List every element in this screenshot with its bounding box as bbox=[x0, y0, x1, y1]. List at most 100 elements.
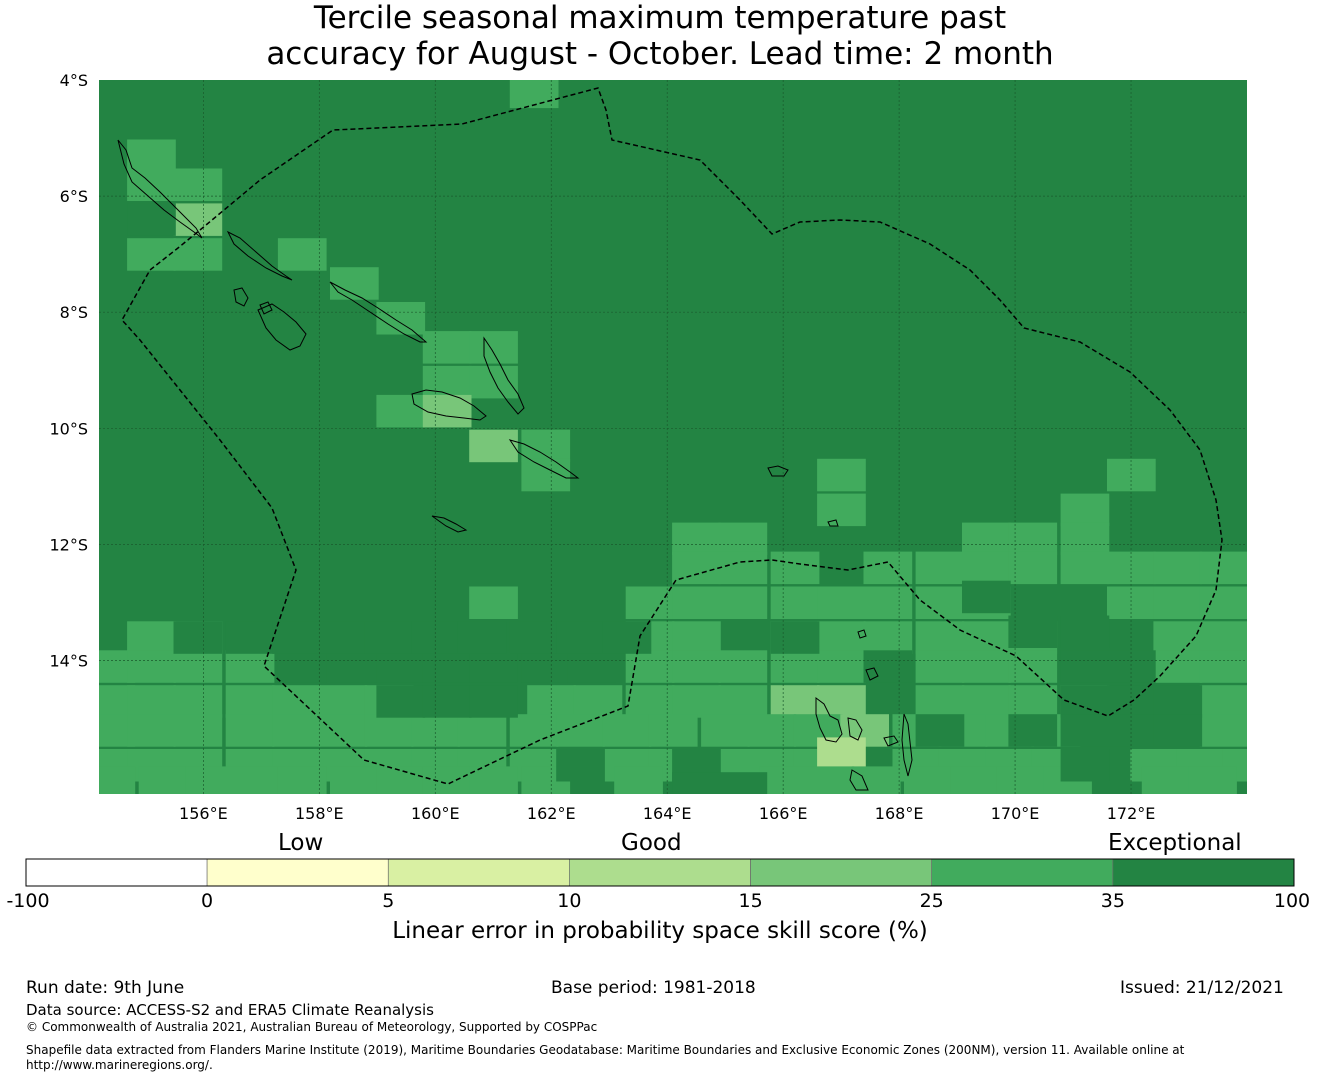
eez-boundaries bbox=[121, 87, 1223, 785]
island-new-georgia bbox=[257, 303, 307, 351]
skill-cell bbox=[469, 586, 518, 619]
island-gaua bbox=[865, 667, 879, 681]
lat-tick-label: 8°S bbox=[60, 303, 88, 322]
skill-cell bbox=[99, 766, 136, 794]
skill-cell bbox=[817, 650, 866, 683]
skill-cell-exceptional bbox=[376, 650, 426, 683]
skill-cell bbox=[672, 650, 721, 683]
colorbar-caption: Linear error in probability space skill … bbox=[392, 918, 928, 944]
skill-cell-exceptional bbox=[567, 650, 617, 683]
skill-cell-exceptional bbox=[469, 650, 518, 683]
skill-cell bbox=[904, 766, 953, 794]
lon-tick-label: 166°E bbox=[759, 804, 808, 823]
skill-cell bbox=[770, 586, 820, 619]
island-choiseul bbox=[226, 230, 293, 281]
skill-cell bbox=[817, 493, 866, 527]
skill-cell bbox=[718, 522, 768, 556]
skill-cell bbox=[173, 168, 223, 201]
lat-tick-label: 4°S bbox=[60, 71, 88, 90]
colorbar-swatch bbox=[569, 858, 751, 887]
skill-cell bbox=[962, 650, 1011, 683]
skill-cell-exceptional bbox=[915, 714, 965, 747]
skill-cell bbox=[770, 551, 820, 585]
skill-cell bbox=[950, 766, 1000, 794]
skill-cell bbox=[1060, 522, 1110, 556]
skill-cell bbox=[602, 714, 652, 747]
lat-tick-label: 6°S bbox=[60, 187, 88, 206]
skill-cell bbox=[376, 302, 426, 335]
lon-tick-label: 168°E bbox=[875, 804, 924, 823]
skill-cell bbox=[701, 714, 750, 747]
skill-cell bbox=[863, 586, 913, 619]
skill-cell-exceptional bbox=[1008, 714, 1058, 747]
skill-cell-exceptional bbox=[422, 650, 472, 683]
skill-cell bbox=[1199, 650, 1247, 683]
skill-cell-exceptional bbox=[672, 772, 721, 794]
skill-cell bbox=[1008, 650, 1058, 683]
skill-cell bbox=[225, 650, 275, 683]
skill-cell bbox=[318, 714, 368, 747]
island-vanua-lava bbox=[857, 629, 867, 639]
island-bougainville bbox=[117, 139, 203, 239]
colorbar-tick: 0 bbox=[201, 890, 214, 912]
skill-cell bbox=[173, 238, 223, 271]
label-good: Good bbox=[621, 830, 682, 856]
skill-cell bbox=[127, 685, 176, 718]
skill-cell bbox=[376, 766, 426, 794]
skill-cell bbox=[1199, 586, 1247, 619]
lon-tick-label: 156°E bbox=[179, 804, 228, 823]
skill-cell bbox=[556, 714, 605, 747]
colorbar-tick: 35 bbox=[1100, 890, 1125, 912]
island-espiritu-santo bbox=[815, 697, 843, 743]
skill-cell bbox=[173, 650, 223, 683]
skill-cell-exceptional bbox=[318, 621, 368, 654]
skill-cell bbox=[851, 766, 901, 794]
skill-cell-exceptional bbox=[1008, 615, 1058, 648]
colorbar-swatch bbox=[1112, 858, 1295, 887]
lat-tick-label: 10°S bbox=[49, 419, 88, 438]
island-maewo bbox=[901, 713, 913, 777]
lon-tick-label: 162°E bbox=[527, 804, 576, 823]
skill-cell bbox=[863, 621, 913, 654]
skill-cell bbox=[127, 238, 176, 271]
island-guadalcanal bbox=[411, 389, 487, 421]
skill-cell bbox=[915, 551, 965, 585]
lon-tick-label: 158°E bbox=[295, 804, 344, 823]
skill-cell bbox=[915, 650, 965, 683]
island-malekula bbox=[847, 717, 863, 741]
colorbar-swatch bbox=[750, 858, 932, 887]
skill-cell bbox=[805, 766, 855, 794]
skill-cell bbox=[962, 551, 1011, 585]
skill-cell bbox=[625, 650, 675, 683]
skill-cell bbox=[277, 766, 327, 794]
colorbar-swatch bbox=[931, 858, 1114, 887]
skill-cell-exceptional bbox=[469, 685, 518, 718]
skill-cell bbox=[422, 365, 472, 399]
skill-cell bbox=[231, 766, 281, 794]
skill-cell bbox=[225, 714, 275, 747]
colorbar-tick: 5 bbox=[382, 890, 395, 912]
skill-cell bbox=[817, 737, 866, 770]
skill-cell bbox=[962, 685, 1011, 718]
skill-cell bbox=[422, 394, 472, 428]
skill-cell-exceptional bbox=[1060, 615, 1110, 648]
skill-cell-exceptional bbox=[364, 621, 414, 654]
skill-cell bbox=[277, 238, 327, 271]
skill-cell bbox=[625, 685, 675, 718]
island-malaita bbox=[483, 336, 525, 415]
skill-cell bbox=[509, 80, 559, 109]
skill-cell-exceptional bbox=[1060, 714, 1110, 747]
skill-cell bbox=[1008, 522, 1058, 556]
skill-cell-exceptional bbox=[1060, 749, 1110, 782]
skill-cell bbox=[747, 714, 797, 747]
skill-cell bbox=[1199, 551, 1247, 585]
skill-cell bbox=[509, 714, 559, 747]
skill-cell bbox=[718, 685, 768, 718]
map-title: Tercile seasonal maximum temperature pas… bbox=[0, 0, 1320, 72]
issued-date: Issued: 21/12/2021 bbox=[1120, 978, 1284, 998]
lat-tick-label: 12°S bbox=[49, 535, 88, 554]
title-line-2: accuracy for August - October. Lead time… bbox=[266, 36, 1054, 72]
skill-cell bbox=[817, 685, 866, 718]
island-rennell bbox=[431, 515, 468, 533]
